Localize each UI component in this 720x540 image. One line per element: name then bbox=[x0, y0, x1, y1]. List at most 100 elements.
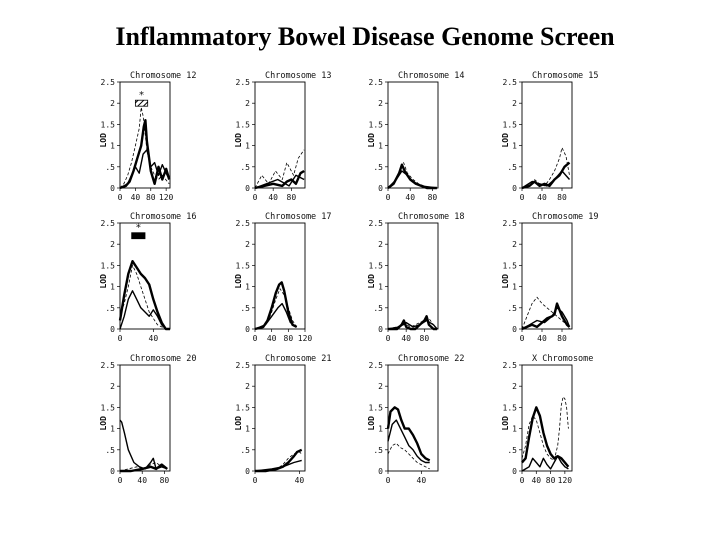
x-tick-label: 80 bbox=[557, 193, 567, 202]
y-tick-label: 2.5 bbox=[503, 78, 518, 87]
y-tick-label: 1.5 bbox=[503, 120, 518, 129]
y-tick-label: .5 bbox=[507, 163, 517, 172]
y-tick-label: 1.5 bbox=[503, 261, 518, 270]
y-axis-label: LOD bbox=[234, 274, 243, 289]
x-tick-label: 0 bbox=[118, 476, 123, 485]
plot-frame bbox=[119, 222, 171, 330]
y-tick-label: .5 bbox=[240, 304, 250, 313]
lod-series-line bbox=[521, 307, 571, 330]
y-tick-label: 2 bbox=[245, 382, 250, 391]
x-tick-label: 0 bbox=[253, 476, 258, 485]
y-tick-label: 1 bbox=[245, 283, 250, 292]
chromosome-panel: Chromosome 22 0 .5 1 1.5 2 2.5 LOD 0 40 bbox=[367, 354, 465, 485]
plot-frame bbox=[521, 222, 573, 330]
y-tick-label: 1 bbox=[245, 142, 250, 151]
x-tick-label: 0 bbox=[386, 334, 391, 343]
y-tick-label: 0 bbox=[378, 184, 383, 193]
y-tick-label: 2 bbox=[378, 382, 383, 391]
chromosome-panel: Chromosome 18 0 .5 1 1.5 2 2.5 LOD 0 40 80 bbox=[367, 212, 465, 343]
x-tick-label: 120 bbox=[558, 476, 573, 485]
lod-series-line bbox=[119, 264, 170, 330]
y-tick-label: .5 bbox=[373, 446, 383, 455]
chromosome-panel: Chromosome 20 0 .5 1 1.5 2 2.5 LOD 0 40 80 bbox=[99, 354, 197, 485]
y-tick-label: 1 bbox=[512, 425, 517, 434]
y-tick-label: 0 bbox=[512, 184, 517, 193]
y-tick-label: 0 bbox=[245, 184, 250, 193]
x-tick-label: 80 bbox=[420, 334, 430, 343]
y-tick-label: 1.5 bbox=[236, 261, 251, 270]
y-tick-label: 2 bbox=[110, 99, 115, 108]
lod-series-line bbox=[387, 319, 438, 330]
y-tick-label: 2 bbox=[245, 99, 250, 108]
lod-series-line bbox=[387, 442, 430, 470]
page-title: Inflammatory Bowel Disease Genome Screen bbox=[115, 22, 615, 51]
y-tick-label: 2.5 bbox=[369, 219, 384, 228]
y-tick-label: 2 bbox=[512, 382, 517, 391]
y-tick-label: 1 bbox=[378, 425, 383, 434]
x-tick-label: 0 bbox=[253, 193, 258, 202]
x-tick-label: 40 bbox=[267, 334, 277, 343]
panel-title: Chromosome 17 bbox=[265, 212, 332, 222]
y-tick-label: 0 bbox=[110, 184, 115, 193]
y-tick-label: .5 bbox=[240, 163, 250, 172]
plot-frame bbox=[521, 364, 573, 472]
panel-title: X Chromosome bbox=[532, 354, 593, 364]
y-tick-label: .5 bbox=[373, 304, 383, 313]
y-tick-label: 2.5 bbox=[236, 219, 251, 228]
x-tick-label: 40 bbox=[149, 334, 159, 343]
x-tick-label: 0 bbox=[520, 334, 525, 343]
y-axis-label: LOD bbox=[501, 133, 510, 148]
y-tick-label: 1.5 bbox=[369, 403, 384, 412]
y-tick-label: 2 bbox=[378, 240, 383, 249]
chromosome-panel: Chromosome 16 0 .5 1 1.5 2 2.5 LOD 0 40 * bbox=[99, 212, 197, 343]
lod-series-line bbox=[118, 260, 170, 331]
lod-series-line bbox=[387, 163, 437, 190]
significance-star: * bbox=[139, 90, 145, 101]
chromosome-panel: Chromosome 21 0 .5 1 1.5 2 2.5 LOD 0 40 bbox=[234, 354, 332, 485]
plot-frame bbox=[254, 222, 306, 330]
y-axis-label: LOD bbox=[99, 416, 108, 431]
lod-series-line bbox=[521, 147, 570, 189]
y-axis-label: LOD bbox=[234, 133, 243, 148]
y-tick-label: 2 bbox=[110, 382, 115, 391]
lod-series-line bbox=[120, 463, 168, 473]
y-axis-label: LOD bbox=[234, 416, 243, 431]
y-tick-label: 2 bbox=[512, 99, 517, 108]
plot-frame bbox=[119, 81, 171, 189]
y-tick-label: 1.5 bbox=[101, 261, 116, 270]
chromosome-panel: X Chromosome 0 .5 1 1.5 2 2.5 LOD 0 40 80 120 bbox=[501, 354, 593, 485]
y-axis-label: LOD bbox=[367, 274, 376, 289]
linkage-region-bar bbox=[134, 99, 149, 107]
y-axis-label: LOD bbox=[501, 274, 510, 289]
panel-title: Chromosome 13 bbox=[265, 71, 332, 81]
panel-title: Chromosome 19 bbox=[532, 212, 599, 222]
x-tick-label: 40 bbox=[537, 334, 547, 343]
y-tick-label: 2.5 bbox=[101, 219, 116, 228]
y-tick-label: 2.5 bbox=[101, 361, 116, 370]
lod-series-line bbox=[119, 149, 170, 189]
lod-series-line bbox=[521, 170, 571, 189]
chromosome-panel: Chromosome 15 0 .5 1 1.5 2 2.5 LOD 0 40 80 bbox=[501, 71, 599, 202]
lod-series-line bbox=[254, 149, 305, 189]
x-tick-label: 80 bbox=[146, 193, 156, 202]
plot-frame bbox=[254, 81, 306, 189]
plot-frame bbox=[387, 222, 439, 330]
panel-title: Chromosome 16 bbox=[130, 212, 197, 222]
plot-frame bbox=[387, 364, 439, 472]
x-tick-label: 80 bbox=[287, 193, 297, 202]
x-tick-label: 40 bbox=[295, 476, 305, 485]
x-tick-label: 40 bbox=[401, 334, 411, 343]
y-tick-label: 1 bbox=[110, 283, 115, 292]
x-tick-label: 0 bbox=[118, 334, 123, 343]
panel-title: Chromosome 22 bbox=[398, 354, 465, 364]
y-tick-label: 2.5 bbox=[503, 219, 518, 228]
x-tick-label: 80 bbox=[428, 193, 438, 202]
lod-series-line bbox=[521, 406, 570, 468]
y-tick-label: .5 bbox=[240, 446, 250, 455]
x-tick-label: 0 bbox=[253, 334, 258, 343]
lod-series-line bbox=[254, 302, 298, 330]
significance-star: * bbox=[135, 223, 141, 234]
y-tick-label: 2.5 bbox=[369, 361, 384, 370]
y-tick-label: 2 bbox=[110, 240, 115, 249]
y-tick-label: 0 bbox=[110, 325, 115, 334]
